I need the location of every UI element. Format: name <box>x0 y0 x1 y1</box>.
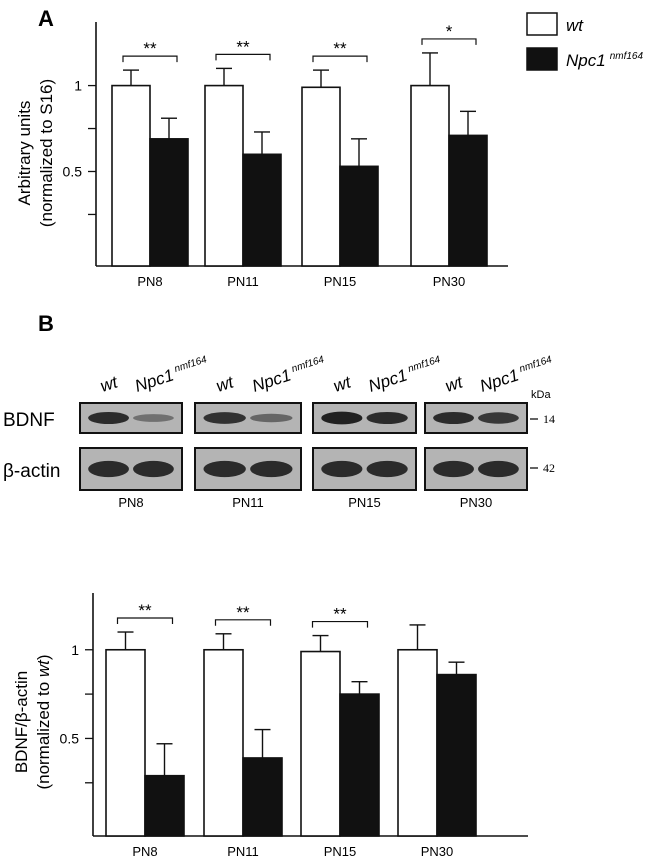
blot-band <box>478 460 519 478</box>
bar-wt <box>410 84 450 267</box>
legend-swatch-npc1 <box>526 47 558 71</box>
x-tick-label: PN11 <box>227 274 259 289</box>
blot-lane-label: PN15 <box>348 495 381 510</box>
y-tick-label: 0.5 <box>63 163 83 179</box>
lane-label-wt: wt <box>214 372 237 396</box>
blot-band <box>250 413 293 423</box>
bar-wt <box>301 86 341 267</box>
significance-bracket <box>312 55 368 63</box>
blot-band <box>366 411 408 425</box>
blot-band <box>433 460 474 478</box>
significance-bracket <box>215 53 271 61</box>
blot-band <box>133 414 174 422</box>
chart-panel-b: 0.5 1 BDNF/β-actin (normalized to wt) ** PN8 *… <box>12 593 528 859</box>
significance-label: ** <box>333 39 347 58</box>
y-axis-label: BDNF/β-actin (normalized to wt) <box>12 654 53 789</box>
lane-label-wt: wt <box>98 372 121 396</box>
blot-band <box>133 460 174 478</box>
lane-label-npc1: Npc1nmf164 <box>250 354 329 396</box>
significance-bracket <box>311 620 369 628</box>
significance-bracket <box>122 55 178 63</box>
x-tick-label: PN11 <box>227 844 259 859</box>
bar-npc1 <box>149 138 189 267</box>
legend-swatch-wt <box>526 12 558 36</box>
bar-npc1 <box>242 153 282 267</box>
x-tick-label: PN15 <box>324 844 357 859</box>
significance-label: ** <box>236 603 250 622</box>
blot-band <box>203 412 246 424</box>
x-tick-label: PN8 <box>137 274 162 289</box>
bar-npc1 <box>144 774 185 837</box>
blot-band <box>321 460 363 478</box>
significance-label: * <box>446 22 453 41</box>
blot-lane-label: PN8 <box>118 495 143 510</box>
lane-label-wt: wt <box>443 372 466 396</box>
significance-bracket <box>214 619 272 626</box>
lane-label-npc1: Npc1nmf164 <box>132 354 211 396</box>
bar-wt <box>105 648 146 837</box>
blot-band <box>88 411 129 425</box>
y-tick-label: 0.5 <box>60 730 80 746</box>
legend-label-npc1: Npc1 nmf164 <box>566 51 643 70</box>
blot-band <box>250 460 293 478</box>
lane-label-wt: wt <box>331 372 354 396</box>
bar-npc1 <box>448 134 488 267</box>
blot-band <box>366 460 408 478</box>
x-tick-label: PN30 <box>421 844 454 859</box>
bar-wt <box>300 650 341 837</box>
lane-label-npc1: Npc1nmf164 <box>366 354 445 396</box>
y-axis-label: Arbitrary units (normalized to S16) <box>15 79 56 227</box>
legend: wt Npc1 nmf164 <box>526 12 643 71</box>
significance-label: ** <box>236 37 250 56</box>
y-tick-label: 1 <box>74 78 82 94</box>
row-label-actin: β-actin <box>3 461 60 482</box>
panel-b-label: B <box>38 311 54 336</box>
blot-band <box>88 460 129 478</box>
legend-label-wt: wt <box>566 16 584 35</box>
bar-wt <box>204 84 244 267</box>
significance-bracket <box>116 617 174 625</box>
significance-label: ** <box>143 39 157 58</box>
blot-band <box>321 411 363 425</box>
significance-label: ** <box>333 605 347 624</box>
kda-value: 14 <box>543 412 555 426</box>
x-tick-label: PN8 <box>132 844 157 859</box>
bar-wt <box>203 648 244 837</box>
bar-wt <box>397 648 438 837</box>
y-tick-label: 1 <box>71 642 79 658</box>
x-tick-label: PN30 <box>433 274 466 289</box>
blot-band <box>203 460 246 478</box>
significance-label: ** <box>138 601 152 620</box>
blot-lane-label: PN11 <box>232 495 264 510</box>
kda-label: kDa <box>531 389 551 401</box>
blot-band <box>433 411 474 425</box>
bar-npc1 <box>339 165 379 267</box>
bar-npc1 <box>436 673 477 837</box>
significance-bracket <box>421 38 477 45</box>
row-label-bdnf: BDNF <box>3 410 55 431</box>
blot-lane-label: PN30 <box>460 495 493 510</box>
kda-value: 42 <box>543 461 555 475</box>
bar-wt <box>111 84 151 267</box>
panel-a-label: A <box>38 6 54 31</box>
blot-band <box>478 412 519 424</box>
bar-npc1 <box>339 693 380 837</box>
bar-npc1 <box>242 757 283 837</box>
x-tick-label: PN15 <box>324 274 357 289</box>
